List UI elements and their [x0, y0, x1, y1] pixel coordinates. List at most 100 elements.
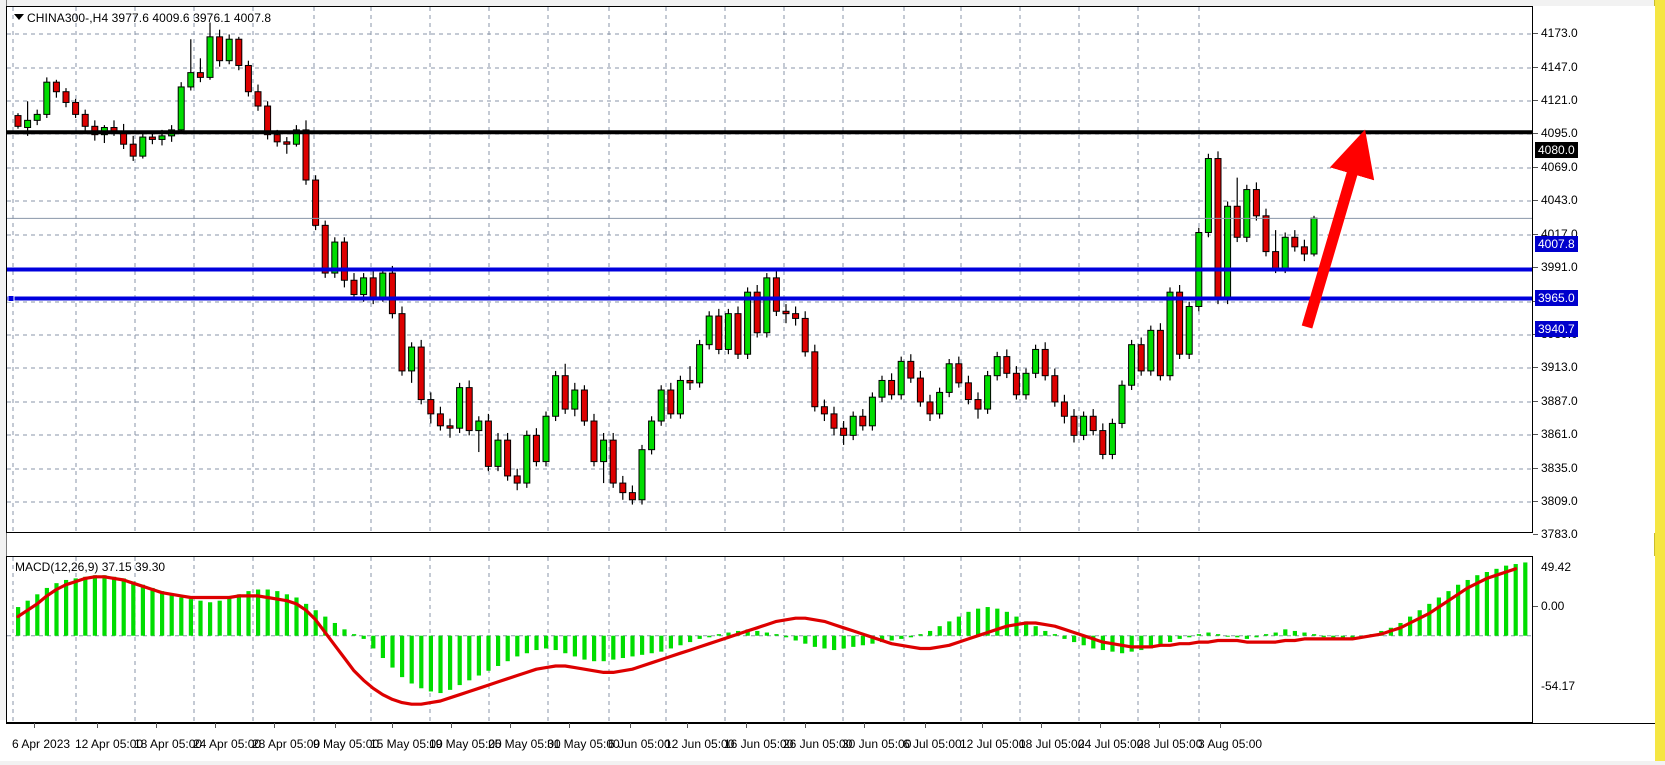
macd-histogram-bar — [467, 635, 472, 681]
macd-histogram-bar — [44, 587, 49, 636]
macd-histogram-bar — [1254, 635, 1259, 638]
price-axis-highlight[interactable]: 3940.7 — [1535, 321, 1578, 337]
candle — [772, 270, 780, 317]
macd-histogram-bar — [361, 635, 366, 639]
macd-histogram-bar — [208, 602, 213, 636]
candle — [1291, 230, 1299, 252]
candle — [638, 444, 646, 505]
price-axis-tick — [1533, 401, 1538, 402]
time-axis[interactable]: 6 Apr 2023 12 Apr 05:00 18 Apr 05:00 24 Apr… — [6, 723, 1655, 765]
price-axis-tick — [1533, 367, 1538, 368]
macd-histogram-bar — [1033, 626, 1038, 636]
time-axis-label: 18 Jul 05:00 — [1019, 737, 1085, 751]
macd-histogram-bar — [640, 635, 645, 655]
macd-histogram-bar — [572, 635, 577, 657]
candle — [993, 351, 1001, 381]
bullish-arrow-annotation[interactable] — [1301, 129, 1375, 329]
candle — [542, 411, 550, 467]
macd-indicator-pane[interactable]: MACD(12,26,9) 37.15 39.30 — [6, 556, 1533, 723]
macd-histogram-bar — [217, 600, 222, 636]
macd-histogram-bar — [601, 635, 606, 662]
triangle-down-icon[interactable] — [14, 14, 24, 20]
macd-histogram-bar — [1417, 610, 1422, 636]
macd-histogram-bar — [476, 635, 481, 676]
candle — [1233, 177, 1241, 243]
macd-axis-label: 49.42 — [1541, 560, 1572, 574]
macd-histogram-bar — [524, 635, 529, 654]
macd-histogram-bar — [188, 599, 193, 636]
candle — [1137, 337, 1145, 376]
macd-histogram-bar — [697, 635, 702, 639]
time-axis-label: 16 Jun 05:00 — [724, 737, 794, 751]
macd-histogram-bar — [544, 635, 549, 649]
candle — [139, 132, 147, 159]
macd-histogram-bar — [947, 621, 952, 636]
time-axis-tick — [1159, 723, 1160, 728]
macd-histogram-bar — [1129, 635, 1134, 652]
price-axis-tick — [1533, 501, 1538, 502]
price-axis[interactable]: 4173.0 4147.0 4121.0 4095.0 4069.0 4043.0 4017… — [1533, 6, 1655, 569]
macd-histogram-bar — [380, 635, 385, 659]
macd-histogram-bar — [505, 635, 510, 662]
macd-histogram-bar — [668, 635, 673, 649]
macd-histogram-bar — [448, 635, 453, 690]
macd-histogram-bar — [870, 635, 875, 644]
macd-histogram-bar — [419, 635, 424, 689]
candle — [244, 60, 252, 97]
time-axis-label: 24 Jul 05:00 — [1078, 737, 1144, 751]
macd-histogram-bar — [1465, 579, 1470, 636]
window-top-strip — [0, 0, 1665, 6]
candle — [465, 380, 473, 436]
price-axis-label: 3861.0 — [1541, 427, 1578, 441]
candle — [523, 430, 531, 488]
candle — [254, 84, 262, 111]
time-axis-label: 9 May 05:00 — [313, 737, 380, 751]
candle — [187, 39, 195, 91]
candle — [504, 432, 512, 481]
time-axis-label: 18 Apr 05:00 — [134, 737, 203, 751]
candle — [484, 413, 492, 472]
macd-signal-line — [16, 567, 1518, 706]
macd-histogram-bar — [515, 635, 520, 657]
time-axis-tick — [274, 723, 275, 728]
macd-histogram-bar — [688, 635, 693, 643]
macd-histogram-bar — [1484, 572, 1489, 636]
macd-histogram-bar — [390, 635, 395, 668]
macd-histogram-bar — [1321, 635, 1326, 638]
time-axis-tick — [1220, 723, 1221, 728]
symbol-title: CHINA300-,H4 3977.6 4009.6 3976.1 4007.8 — [27, 11, 272, 25]
macd-histogram-bar — [35, 594, 40, 636]
macd-histogram-bar — [755, 630, 760, 636]
price-axis-highlight[interactable]: 4007.8 — [1535, 236, 1578, 252]
price-axis-label: 3991.0 — [1541, 260, 1578, 274]
price-chart-pane[interactable]: CHINA300-,H4 3977.6 4009.6 3976.1 4007.8 — [6, 6, 1533, 533]
candle — [1051, 368, 1059, 407]
price-axis-highlight[interactable]: 4080.0 — [1535, 142, 1578, 158]
macd-histogram-bar — [131, 581, 136, 636]
macd-histogram-bar — [275, 591, 280, 636]
candle — [1310, 215, 1318, 257]
macd-axis: 49.42 0.00 -54.17 — [1533, 556, 1655, 723]
macd-histogram-bar — [73, 578, 78, 636]
macd-histogram-bar — [1216, 634, 1221, 636]
macd-histogram-bar — [1273, 632, 1278, 636]
candle — [340, 237, 348, 288]
macd-histogram-bar — [246, 591, 251, 636]
time-axis-label: 28 Apr 05:00 — [252, 737, 321, 751]
macd-histogram-bar — [976, 608, 981, 636]
price-axis-tick — [1533, 434, 1538, 435]
macd-histogram-bar — [179, 597, 184, 636]
macd-histogram-bar — [860, 635, 865, 646]
macd-histogram-bar — [908, 635, 913, 638]
level-anchor-handle[interactable] — [7, 294, 15, 302]
macd-histogram-bar — [1446, 591, 1451, 636]
macd-histogram-bar — [841, 635, 846, 649]
price-axis-tick — [1533, 33, 1538, 34]
price-axis-highlight[interactable]: 3965.0 — [1535, 290, 1578, 306]
macd-histogram-bar — [1427, 603, 1432, 636]
time-axis-tick — [1100, 723, 1101, 728]
horizontal-scrollbar[interactable] — [0, 761, 1665, 765]
macd-histogram-bar — [256, 589, 261, 636]
price-plot — [7, 7, 1532, 532]
candle — [955, 356, 963, 388]
